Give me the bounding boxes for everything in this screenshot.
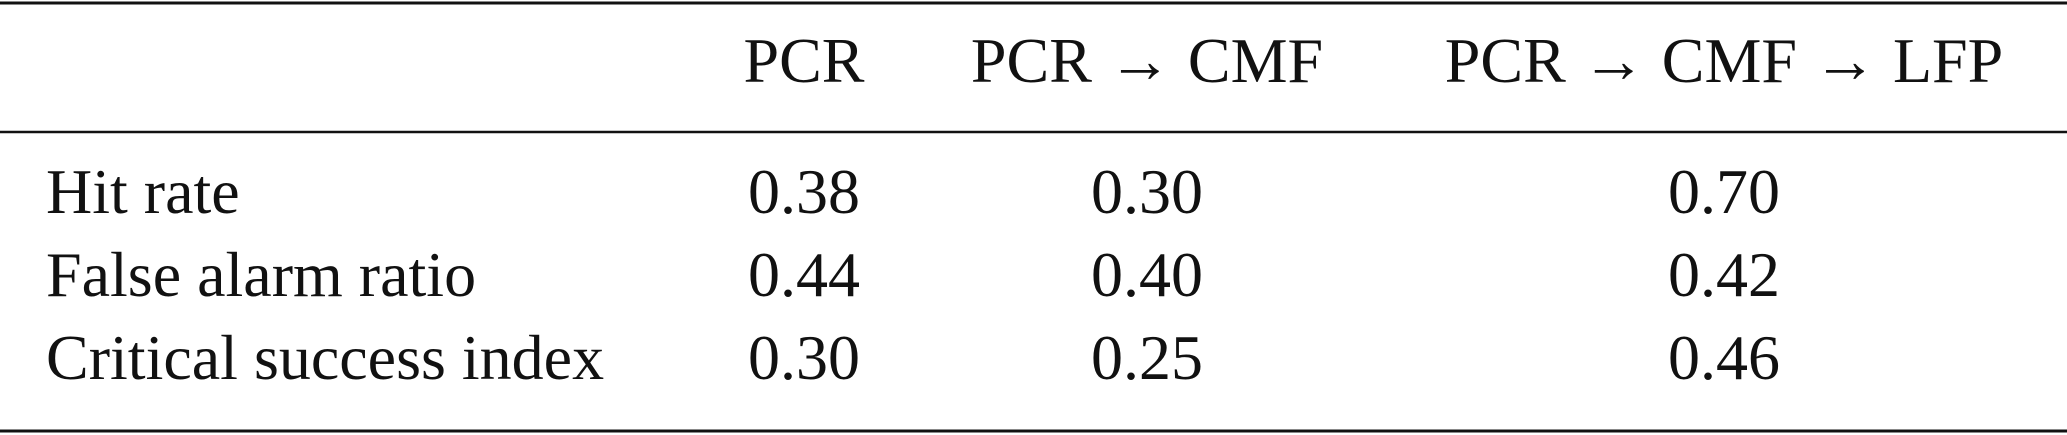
- cell-value: 0.38: [748, 156, 860, 227]
- cell-value: 0.46: [1668, 322, 1780, 393]
- column-header: PCR → CMF → LFP: [1445, 25, 2003, 96]
- cell-value: 0.42: [1668, 239, 1780, 310]
- cell-value: 0.44: [748, 239, 860, 310]
- column-header: PCR: [744, 25, 865, 96]
- row-label: Hit rate: [46, 156, 240, 227]
- row-label: False alarm ratio: [46, 239, 476, 310]
- cell-value: 0.25: [1091, 322, 1203, 393]
- cell-value: 0.40: [1091, 239, 1203, 310]
- cell-value: 0.70: [1668, 156, 1780, 227]
- cell-value: 0.30: [1091, 156, 1203, 227]
- row-label: Critical success index: [46, 322, 604, 393]
- cell-value: 0.30: [748, 322, 860, 393]
- column-header: PCR → CMF: [971, 25, 1323, 96]
